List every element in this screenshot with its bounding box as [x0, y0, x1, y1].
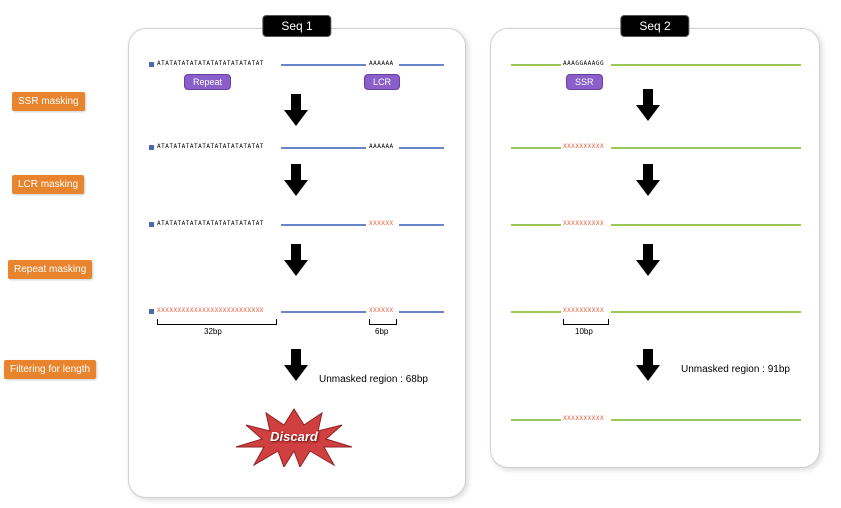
tag-repeat: Repeat: [184, 74, 231, 90]
line-green: [611, 419, 801, 421]
bracket-1: [157, 319, 277, 325]
seq2-r1-seq: XXXXXXXXXX: [563, 143, 604, 150]
seq2-r4-seq: XXXXXXXXXX: [563, 415, 604, 422]
line-green: [511, 64, 561, 66]
arrow-icon: [284, 94, 308, 126]
arrow-icon: [636, 349, 660, 381]
seq1-r2-poly: XXXXXX: [369, 220, 394, 227]
seq1-r1-seq: ATATATATATATATATATATATATAT: [157, 143, 264, 150]
line-green: [511, 224, 561, 226]
stage-label-filter: Filtering for length: [4, 360, 96, 379]
seq2-row0: AAAGGAAAGG SSR: [511, 54, 799, 94]
panel1-title: Seq 1: [262, 15, 331, 37]
seq1-row0: ATATATATATATATATATATATATAT AAAAAA Repeat…: [149, 54, 445, 94]
seq2-r3-seq: XXXXXXXXXX: [563, 307, 604, 314]
seq1-r2-seq: ATATATATATATATATATATATATAT: [157, 220, 264, 227]
line-green: [511, 311, 561, 313]
seq1-row3: XXXXXXXXXXXXXXXXXXXXXXXXXX XXXXXX 32bp 6…: [149, 301, 445, 341]
seq2-r2-seq: XXXXXXXXXX: [563, 220, 604, 227]
stage-label-ssr: SSR masking: [12, 92, 85, 111]
bracket-2: [369, 319, 397, 325]
seq1-r3-seq: XXXXXXXXXXXXXXXXXXXXXXXXXX: [157, 307, 264, 314]
arrow-icon: [284, 349, 308, 381]
stage-label-repeat: Repeat masking: [8, 260, 92, 279]
line-blue: [399, 147, 444, 149]
line-blue: [399, 64, 444, 66]
seq1-r0-poly: AAAAAA: [369, 60, 394, 67]
stage-label-lcr: LCR masking: [12, 175, 84, 194]
seq2-unmasked: Unmasked region : 91bp: [681, 364, 790, 375]
line-blue: [281, 311, 366, 313]
tag-ssr: SSR: [566, 74, 603, 90]
seq1-unmasked: Unmasked region : 68bp: [319, 374, 428, 385]
seq-dot: [149, 222, 154, 227]
seq-dot: [149, 309, 154, 314]
line-green: [511, 419, 561, 421]
line-green: [611, 311, 801, 313]
seq-dot: [149, 145, 154, 150]
seq1-r3-poly: XXXXXX: [369, 307, 394, 314]
arrow-icon: [636, 244, 660, 276]
line-blue: [399, 224, 444, 226]
line-green: [611, 64, 801, 66]
panel-seq2: Seq 2 AAAGGAAAGG SSR XXXXXXXXXX XXXXXXXX…: [490, 28, 820, 468]
bracket2-label: 6bp: [375, 327, 388, 336]
panel-seq1: Seq 1 ATATATATATATATATATATATATAT AAAAAA …: [128, 28, 466, 498]
tag-lcr: LCR: [364, 74, 400, 90]
line-blue: [281, 224, 366, 226]
line-blue: [399, 311, 444, 313]
bracket1-label: 32bp: [204, 327, 222, 336]
seq2-row3: XXXXXXXXXX 10bp: [511, 301, 799, 341]
bracket-3: [563, 319, 609, 325]
seq2-r0-seq: AAAGGAAAGG: [563, 60, 604, 67]
arrow-icon: [636, 164, 660, 196]
line-blue: [281, 64, 366, 66]
arrow-icon: [636, 89, 660, 121]
arrow-icon: [284, 244, 308, 276]
arrow-icon: [284, 164, 308, 196]
line-green: [611, 224, 801, 226]
seq-dot: [149, 62, 154, 67]
line-green: [511, 147, 561, 149]
discard-starburst: Discard: [234, 407, 354, 467]
seq2-row4: XXXXXXXXXX: [511, 409, 799, 449]
discard-label: Discard: [234, 429, 354, 444]
panel2-title: Seq 2: [620, 15, 689, 37]
line-blue: [281, 147, 366, 149]
seq1-r0-seq: ATATATATATATATATATATATATAT: [157, 60, 264, 67]
line-green: [611, 147, 801, 149]
seq1-r1-poly: AAAAAA: [369, 143, 394, 150]
bracket3-label: 10bp: [575, 327, 593, 336]
